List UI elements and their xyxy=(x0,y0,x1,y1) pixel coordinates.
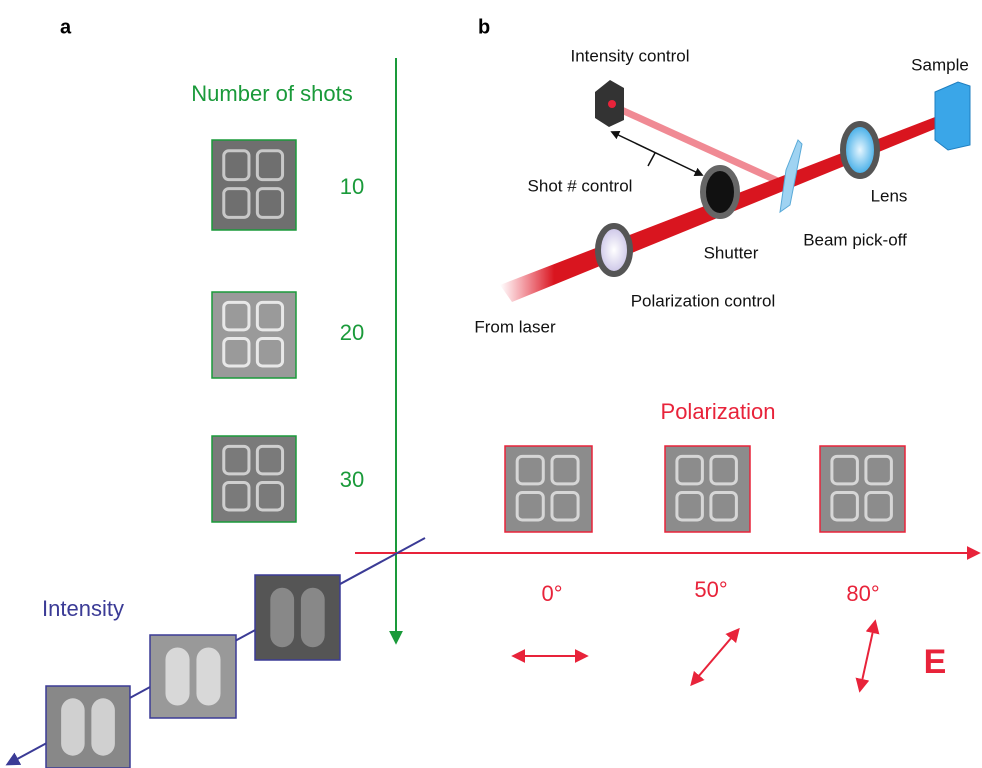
angle-label: 0° xyxy=(541,581,562,606)
shot-count: 10 xyxy=(340,174,364,199)
sem-image xyxy=(255,575,340,660)
structure xyxy=(91,698,115,755)
polarization-arrow xyxy=(860,622,875,690)
component-label: Intensity control xyxy=(570,46,689,65)
structure xyxy=(61,698,85,755)
component-label: Shutter xyxy=(704,243,759,262)
shot-count: 30 xyxy=(340,467,364,492)
sem-images xyxy=(46,140,905,768)
component-label: Beam pick-off xyxy=(803,230,907,249)
panel-label: b xyxy=(478,16,490,38)
structure xyxy=(270,588,294,648)
detector xyxy=(608,100,616,108)
structure xyxy=(165,647,189,705)
angle-label: 50° xyxy=(694,577,727,602)
figure: a Number of shots Intensity 10 20 30 b I… xyxy=(0,0,982,768)
control-lead xyxy=(648,153,655,166)
shutter xyxy=(703,168,737,216)
intensity-axis-title: Intensity xyxy=(42,596,124,621)
component-label: From laser xyxy=(474,317,556,336)
component-label: Sample xyxy=(911,55,969,74)
panel-label: a xyxy=(60,16,72,38)
sem-image xyxy=(46,686,130,768)
component-label: Lens xyxy=(871,186,908,205)
field-label: E xyxy=(924,643,947,681)
sample xyxy=(935,82,970,150)
polarization-arrow xyxy=(692,630,738,684)
polarization-title: Polarization xyxy=(661,399,776,424)
polarizer xyxy=(598,226,630,274)
shot-count: 20 xyxy=(340,320,364,345)
component-label: Polarization control xyxy=(631,291,776,310)
component-label: Shot # control xyxy=(528,176,633,195)
angle-label: 80° xyxy=(846,581,879,606)
structure xyxy=(301,588,325,648)
lens xyxy=(843,124,877,176)
shots-axis-title: Number of shots xyxy=(191,81,352,106)
sem-image xyxy=(150,635,236,718)
structure xyxy=(196,647,220,705)
